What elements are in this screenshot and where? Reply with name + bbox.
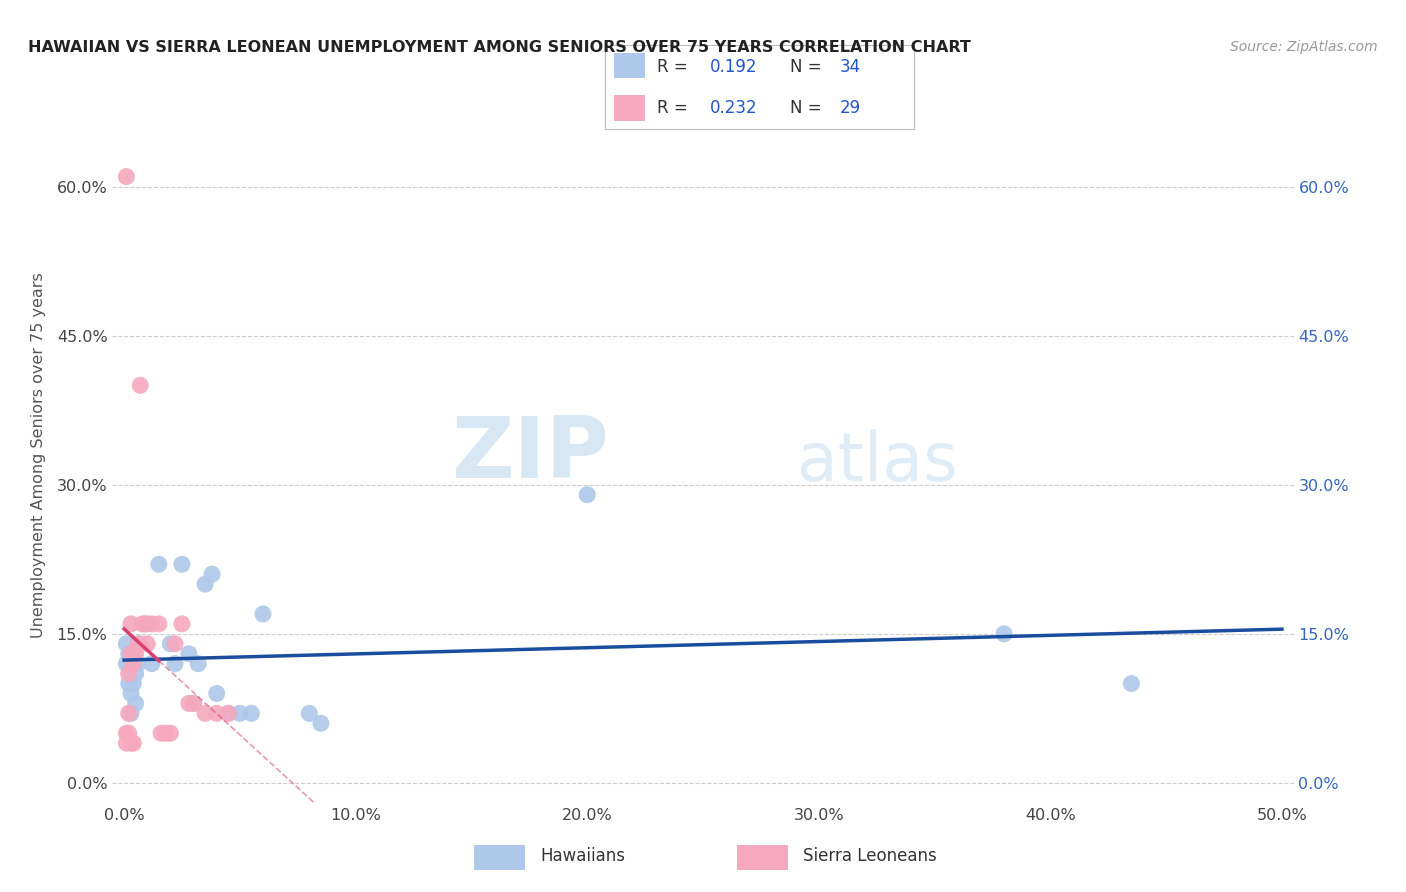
Point — [120, 647, 142, 661]
Point — [120, 657, 142, 671]
Point — [131, 616, 153, 631]
Point — [177, 647, 200, 661]
Point — [229, 706, 252, 721]
Point — [118, 676, 141, 690]
Point — [120, 616, 142, 631]
Point — [194, 577, 217, 591]
Point — [115, 736, 138, 750]
Point — [136, 637, 159, 651]
Point — [170, 558, 193, 572]
Bar — [737, 846, 787, 870]
Text: 34: 34 — [839, 58, 860, 76]
Point — [141, 616, 163, 631]
Text: ZIP: ZIP — [451, 413, 609, 497]
Point — [122, 676, 145, 690]
Point — [122, 647, 145, 661]
Text: 0.232: 0.232 — [710, 99, 758, 117]
Point — [201, 567, 224, 582]
Point — [183, 697, 205, 711]
Point — [115, 637, 138, 651]
Text: N =: N = — [790, 58, 827, 76]
Point — [150, 726, 173, 740]
Point — [576, 488, 599, 502]
Point — [309, 716, 332, 731]
Point — [141, 657, 163, 671]
Point — [120, 736, 142, 750]
Bar — [474, 846, 524, 870]
Point — [183, 697, 205, 711]
Text: 29: 29 — [839, 99, 860, 117]
Point — [252, 607, 274, 621]
Point — [148, 616, 170, 631]
Text: Sierra Leoneans: Sierra Leoneans — [803, 847, 936, 865]
Text: Source: ZipAtlas.com: Source: ZipAtlas.com — [1230, 40, 1378, 54]
Point — [136, 616, 159, 631]
Point — [118, 726, 141, 740]
Point — [163, 657, 186, 671]
Point — [993, 627, 1015, 641]
Text: 0.192: 0.192 — [710, 58, 758, 76]
Point — [298, 706, 321, 721]
Point — [170, 616, 193, 631]
Y-axis label: Unemployment Among Seniors over 75 years: Unemployment Among Seniors over 75 years — [31, 272, 45, 638]
Point — [124, 666, 146, 681]
Point — [205, 686, 228, 700]
Point — [1121, 676, 1143, 690]
Point — [118, 706, 141, 721]
Point — [120, 686, 142, 700]
Point — [129, 637, 152, 651]
Point — [122, 736, 145, 750]
Point — [217, 706, 239, 721]
Point — [124, 697, 146, 711]
Point — [205, 706, 228, 721]
Point — [115, 657, 138, 671]
Point — [120, 706, 142, 721]
Point — [134, 616, 156, 631]
Point — [159, 726, 181, 740]
Text: atlas: atlas — [797, 429, 959, 495]
Text: R =: R = — [657, 99, 693, 117]
Point — [124, 647, 146, 661]
Point — [122, 657, 145, 671]
Point — [148, 558, 170, 572]
Point — [118, 647, 141, 661]
Point — [118, 666, 141, 681]
Text: HAWAIIAN VS SIERRA LEONEAN UNEMPLOYMENT AMONG SENIORS OVER 75 YEARS CORRELATION : HAWAIIAN VS SIERRA LEONEAN UNEMPLOYMENT … — [28, 40, 972, 55]
Point — [194, 706, 217, 721]
Bar — [614, 54, 645, 78]
Point — [127, 637, 149, 651]
Bar — [614, 95, 645, 120]
Point — [115, 726, 138, 740]
Point — [187, 657, 209, 671]
Point — [159, 637, 181, 651]
Point — [163, 637, 186, 651]
Text: N =: N = — [790, 99, 827, 117]
Point — [155, 726, 177, 740]
Point — [217, 706, 239, 721]
Point — [177, 697, 200, 711]
Point — [240, 706, 263, 721]
Point — [129, 378, 152, 392]
Point — [127, 657, 149, 671]
Text: Hawaiians: Hawaiians — [540, 847, 624, 865]
Text: R =: R = — [657, 58, 693, 76]
Point — [115, 169, 138, 184]
